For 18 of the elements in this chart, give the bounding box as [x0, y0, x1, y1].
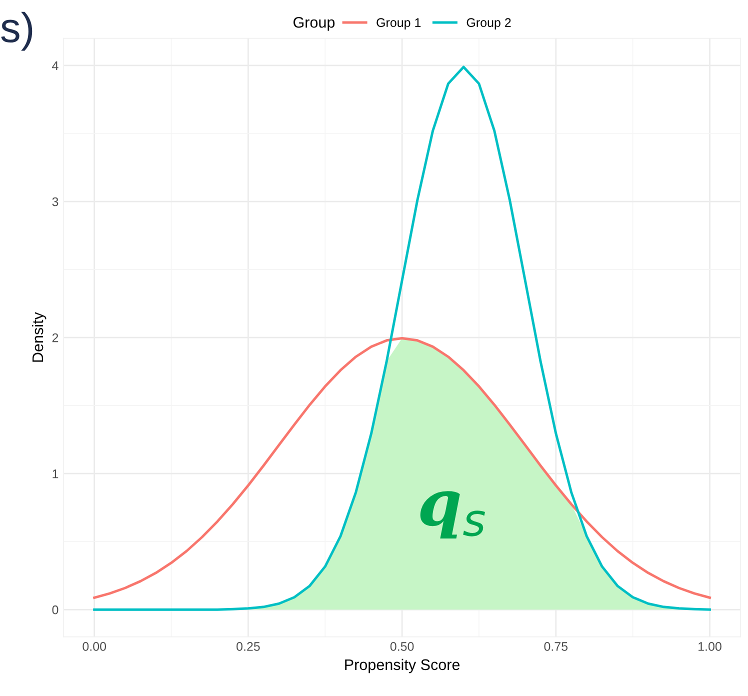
x-tick-label: 0.25: [236, 642, 260, 651]
line-series: [93, 66, 711, 611]
x-tick-label: 1.00: [698, 642, 722, 651]
legend-label: Group 1: [376, 18, 421, 30]
y-tick-label: 1: [52, 470, 58, 478]
y-tick-label: 2: [52, 333, 58, 342]
chart-title: s): [1, 12, 32, 51]
y-axis-title: Density: [32, 312, 46, 362]
legend-label: Group 2: [466, 18, 511, 30]
x-tick-label: 0.50: [390, 642, 414, 651]
y-tick-label: 0: [52, 605, 58, 614]
x-tick-label: 0.00: [82, 642, 106, 651]
annotation: q$_{s}$: [420, 491, 486, 539]
legend-title: Group: [294, 16, 335, 31]
y-tick-label: 4: [52, 61, 58, 70]
y-tick-label: 3: [52, 197, 58, 206]
x-axis-title: Propensity Score: [345, 658, 460, 674]
x-tick-label: 0.75: [544, 642, 568, 651]
